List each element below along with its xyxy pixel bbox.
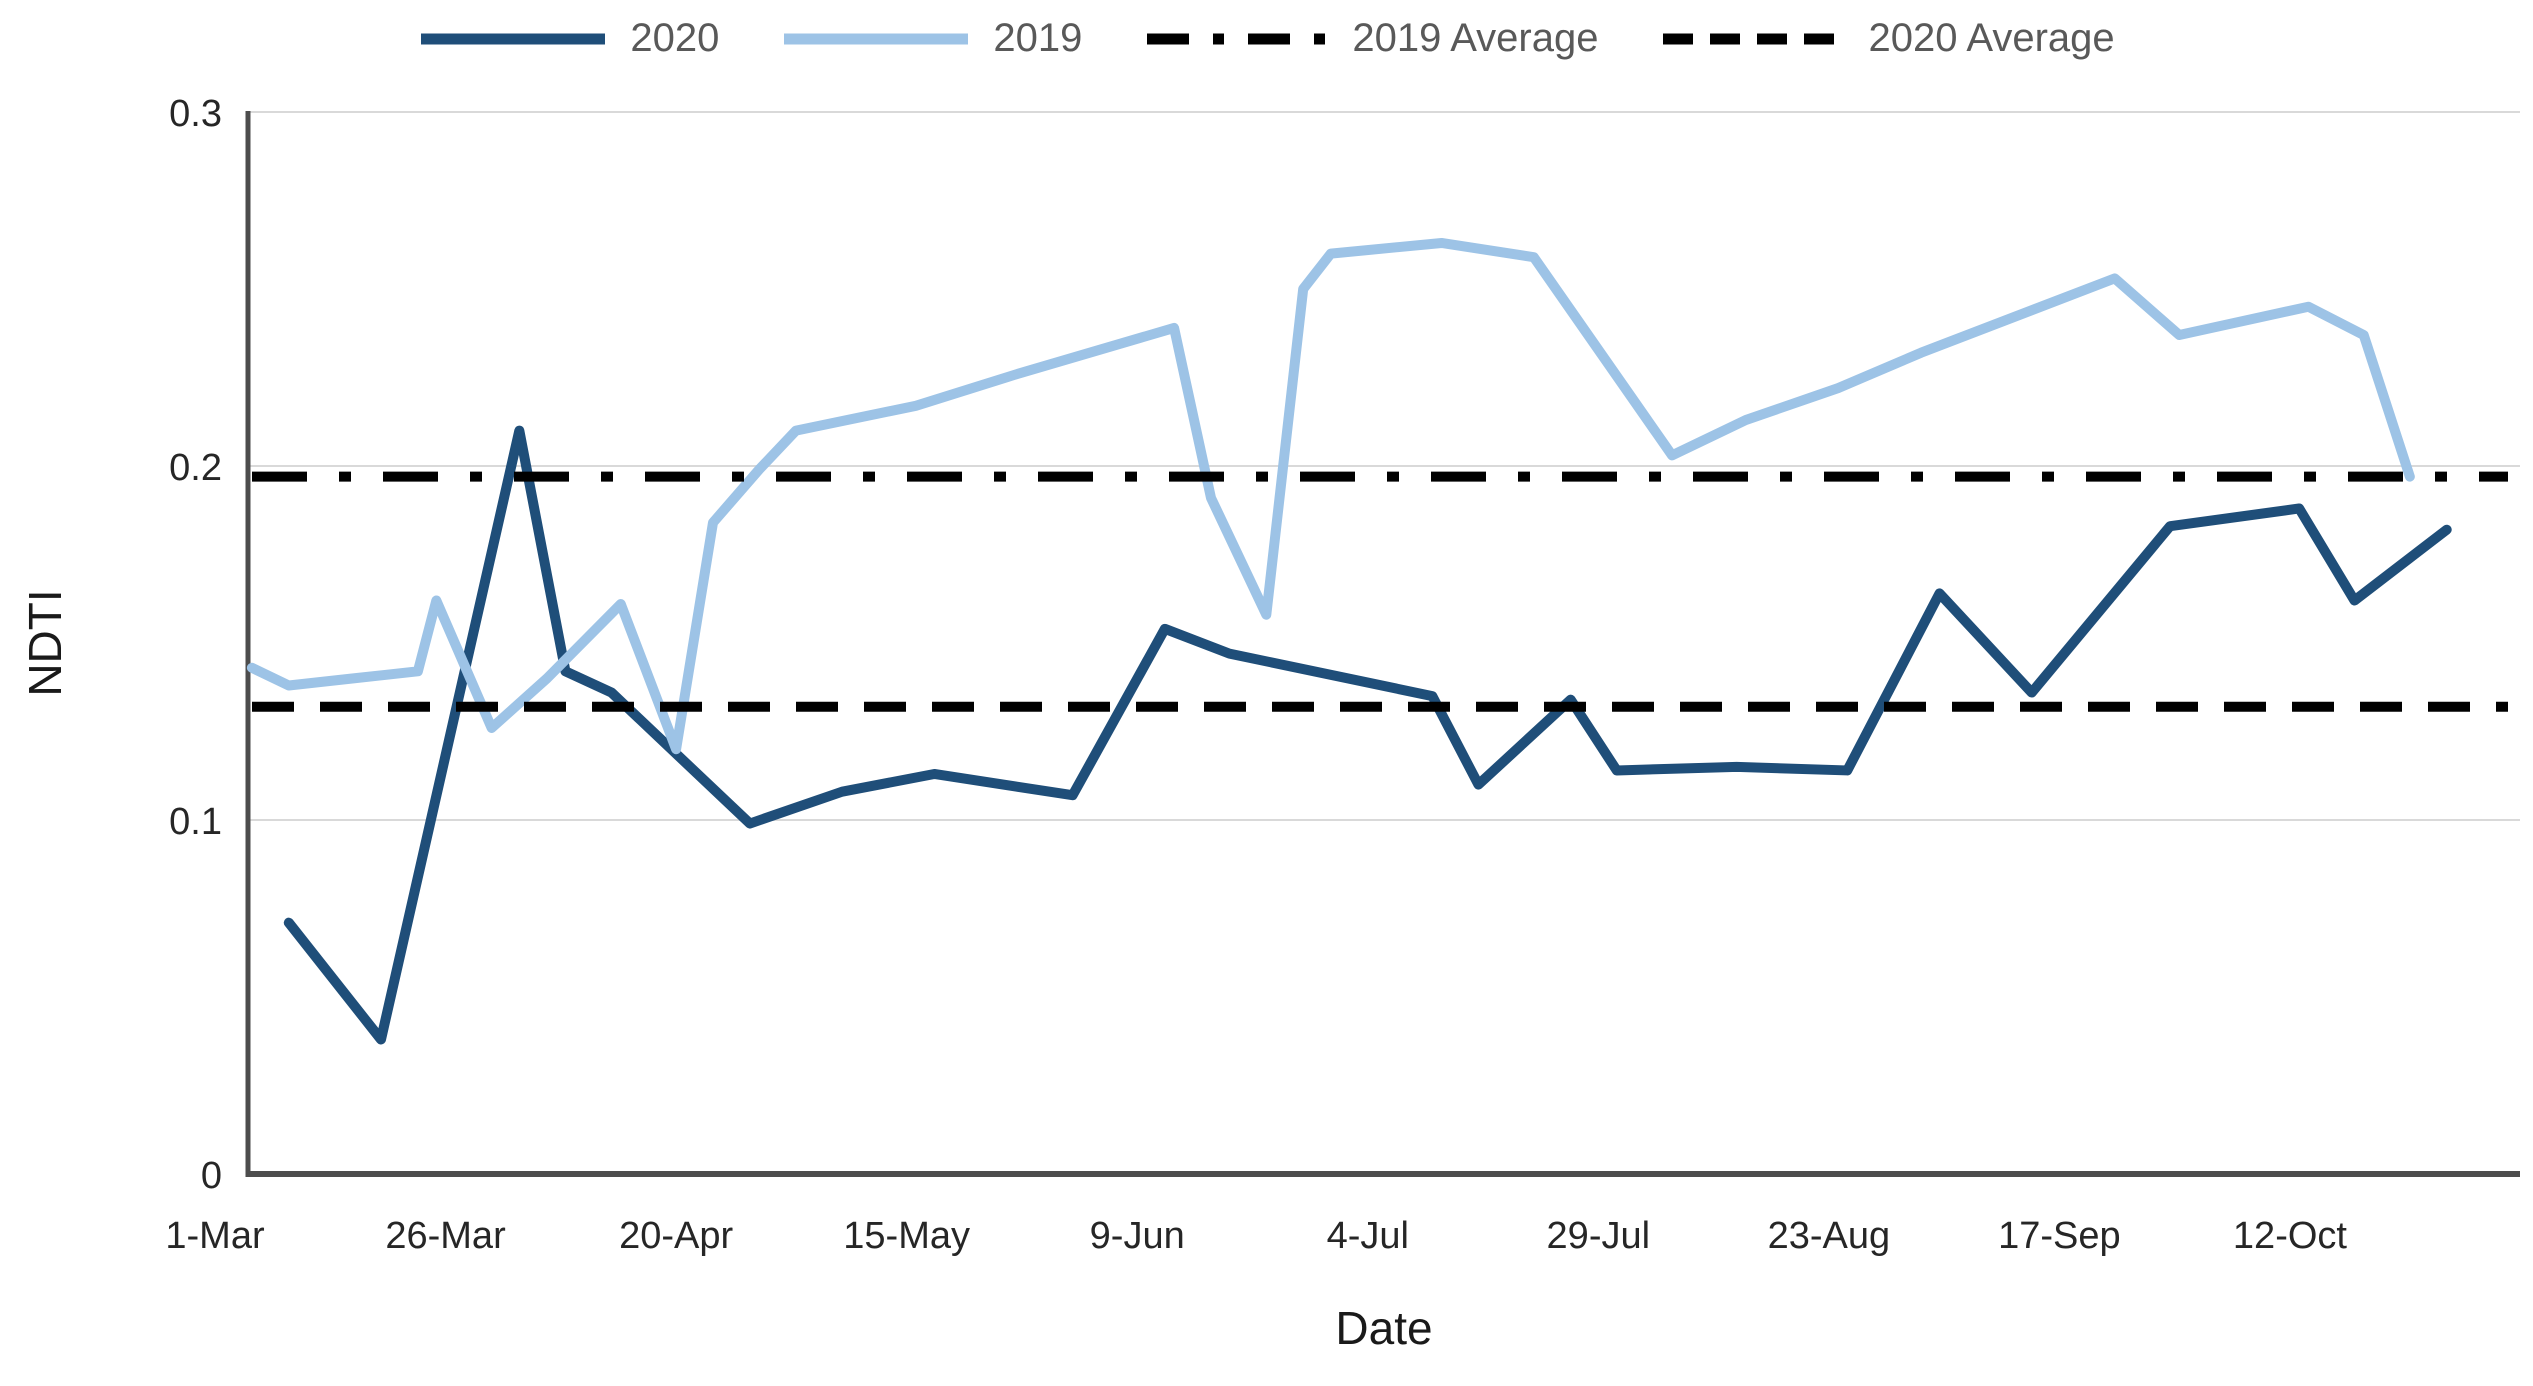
x-tick-label: 17-Sep — [1998, 1215, 2121, 1257]
x-tick-label: 29-Jul — [1547, 1215, 1651, 1257]
y-tick-label: 0.2 — [169, 447, 222, 489]
x-axis-title: Date — [1335, 1302, 1433, 1354]
x-tick-label: 9-Jun — [1090, 1215, 1185, 1257]
x-tick-label: 1-Mar — [165, 1215, 265, 1257]
legend-swatch-2019-line — [784, 33, 969, 44]
y-axis-title: NDTI — [19, 589, 71, 697]
y-tick-label: 0.1 — [169, 801, 222, 843]
legend-label-2020-average: 2020 Average — [1868, 16, 2115, 60]
legend-item-2019-average: 2019 Average — [1144, 16, 1598, 61]
legend-item-2020-average: 2020 Average — [1660, 16, 2115, 61]
legend-label-2019-average: 2019 Average — [1352, 16, 1599, 60]
legend-item-2020: 2020 — [418, 16, 719, 61]
legend-swatch-2020-line — [421, 33, 606, 44]
chart-legend: 2020 2019 2019 Average 2020 Average — [0, 16, 2533, 61]
y-tick-label: 0.3 — [169, 93, 222, 135]
legend-item-2019: 2019 — [781, 16, 1082, 61]
legend-label-2019: 2019 — [993, 16, 1083, 60]
x-tick-label: 20-Apr — [619, 1215, 733, 1257]
legend-swatch-2019-average-line — [1147, 33, 1328, 44]
legend-label-2020: 2020 — [630, 16, 720, 60]
series-line-2020 — [283, 425, 2452, 1045]
x-tick-label: 4-Jul — [1327, 1215, 1409, 1257]
x-tick-label: 26-Mar — [385, 1215, 506, 1257]
x-tick-label: 23-Aug — [1768, 1215, 1891, 1257]
x-tick-label: 15-May — [843, 1215, 970, 1257]
legend-swatch-2020-average-line — [1663, 33, 1844, 44]
x-tick-label: 12-Oct — [2233, 1215, 2347, 1257]
y-tick-label: 0 — [201, 1155, 222, 1197]
